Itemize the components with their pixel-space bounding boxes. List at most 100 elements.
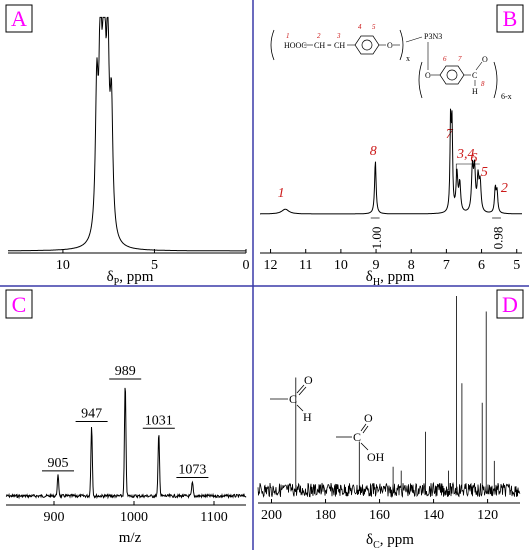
panel-c-tick-label-900: 900 — [44, 510, 65, 525]
panel-c-peak-label-3: 1031 — [145, 413, 173, 428]
structure-ch1: CH — [314, 41, 325, 50]
panel-a-label-box — [5, 4, 33, 33]
panel-b-peak-label-4: 6 — [470, 151, 477, 166]
panel-b-spectrum — [260, 108, 522, 215]
structure-num-6: 6 — [443, 55, 447, 63]
structure-aldehyde-c: C — [472, 71, 477, 80]
structure-o2: O — [425, 71, 431, 80]
structure-ring-2 — [439, 65, 465, 85]
panel-b-xlabel-sub: H — [373, 277, 380, 288]
panel-b-tick-label-8: 8 — [408, 258, 415, 273]
panel-b-tick-label-5: 5 — [513, 258, 520, 273]
acid-bond-up — [360, 423, 367, 432]
panel-b-peak-label-6: 2 — [501, 181, 508, 196]
panel-d-tick-label-180: 180 — [315, 508, 336, 523]
panel-d-xlabel-unit: , ppm — [380, 532, 415, 548]
structure-x: x — [406, 54, 410, 63]
panel-b-multiplet-bracket — [455, 163, 480, 178]
panel-a-xlabel-main: δ — [107, 269, 114, 285]
panel-b-tick-label-6: 6 — [478, 258, 485, 273]
panel-b-peak-label-3: 3,4 — [456, 147, 475, 162]
panel-b-tick-label-10: 10 — [334, 258, 348, 273]
panel-a-tick-label-5: 5 — [151, 258, 158, 273]
panel-a-xlabel-unit: , ppm — [119, 269, 154, 285]
structure-hooc: HOOC — [284, 41, 307, 50]
panel-a-xlabel: δP, ppm — [107, 269, 154, 288]
structure-aldehyde-h: H — [472, 87, 478, 96]
panel-b-tick-label-11: 11 — [299, 258, 312, 273]
panel-c-x-axis: 900 1000 1100 — [6, 501, 246, 525]
panel-d: D C O H C O OH 200 180 160 140 120 δC, ppm — [257, 289, 524, 550]
panel-c: C 905 947 989 1031 1073 900 1000 1100 m/z — [5, 289, 247, 546]
panel-d-aldehyde-structure: C O H — [270, 373, 313, 424]
aldehyde-h: H — [303, 410, 312, 424]
panel-b-integrals: 1.00 0.98 — [369, 217, 506, 250]
panel-a-label: A — [11, 6, 27, 31]
panel-c-xlabel: m/z — [119, 530, 142, 546]
panel-d-tick-label-160: 160 — [369, 508, 390, 523]
structure-num-1: 1 — [286, 32, 290, 40]
panel-c-peak-label-1: 947 — [81, 407, 102, 422]
aldehyde-bond-up — [296, 384, 305, 394]
structure-num-8: 8 — [481, 80, 485, 88]
panel-d-xlabel: δC, ppm — [366, 532, 414, 550]
structure-num-7: 7 — [458, 55, 462, 63]
aldehyde-bond-down — [296, 404, 304, 412]
structure-num-3: 3 — [336, 32, 341, 40]
panel-b-xlabel-main: δ — [366, 269, 373, 285]
panel-c-tick-label-1000: 1000 — [120, 510, 148, 525]
structure-ring-1 — [354, 35, 380, 55]
panel-d-xlabel-main: δ — [366, 532, 373, 548]
panel-b-integral-value-1: 0.98 — [491, 227, 506, 250]
panel-a-tick-label-10: 10 — [56, 258, 70, 273]
structure-left-paren-2 — [418, 61, 423, 99]
structure-count: 6-x — [501, 92, 512, 101]
structure-p3n3: P3N3 — [424, 32, 442, 41]
panel-c-label: C — [12, 292, 27, 317]
acid-o: O — [364, 411, 373, 425]
acid-oh: OH — [367, 450, 385, 464]
panel-b-tick-label-7: 7 — [443, 258, 450, 273]
acid-bond-up-2 — [362, 425, 369, 434]
structure-bond-5 — [405, 36, 423, 43]
aldehyde-bond-up-2 — [298, 386, 307, 396]
panel-d-tick-label-200: 200 — [261, 508, 282, 523]
structure-right-paren-2 — [493, 61, 498, 99]
acid-bond-down — [360, 442, 369, 451]
panel-a-xlabel-sub: P — [114, 277, 120, 288]
structure-num-5: 5 — [372, 23, 376, 31]
panel-b-x-axis: 12 11 10 9 8 7 6 5 — [260, 249, 522, 273]
structure-o1: O — [387, 41, 393, 50]
panel-b-peak-label-1: 8 — [370, 144, 377, 159]
panel-c-label-box — [5, 289, 33, 319]
panel-c-peak-label-0: 905 — [48, 456, 69, 471]
panel-c-peak-labels: 905 947 989 1031 1073 — [42, 364, 209, 479]
panel-c-peak-label-4: 1073 — [178, 463, 206, 478]
panel-d-tick-label-140: 140 — [423, 508, 444, 523]
panel-c-tick-label-1100: 1100 — [200, 510, 227, 525]
structure-num-4: 4 — [358, 23, 362, 31]
panel-b: B HOOC CH = CH O x P3N3 O — [260, 4, 524, 288]
panel-b-peak-label-5: 5 — [481, 165, 488, 180]
panel-d-label: D — [502, 292, 518, 317]
panel-d-spectrum — [257, 296, 521, 499]
panel-b-label: B — [503, 6, 518, 31]
panel-d-x-axis: 200 180 160 140 120 — [258, 499, 520, 523]
panel-b-label-box — [496, 4, 524, 33]
panel-d-acid-structure: C O OH — [336, 411, 385, 464]
panel-b-xlabel: δH, ppm — [366, 269, 415, 288]
panel-a-spectrum — [8, 16, 246, 252]
structure-left-paren — [270, 29, 275, 61]
panel-a-x-axis: 10 5 0 — [8, 249, 250, 273]
structure-right-paren — [399, 29, 404, 61]
structure-ch2: CH — [334, 41, 345, 50]
panel-b-peak-label-0: 1 — [278, 186, 285, 201]
structure-num-2: 2 — [317, 32, 321, 40]
structure-eq: = — [327, 41, 332, 50]
panel-b-tick-label-12: 12 — [264, 258, 278, 273]
panel-d-tick-label-120: 120 — [477, 508, 498, 523]
panel-d-xlabel-sub: C — [373, 540, 380, 550]
panel-a: A 10 5 0 δP, ppm — [5, 4, 250, 288]
panel-a-tick-label-0: 0 — [243, 258, 250, 273]
